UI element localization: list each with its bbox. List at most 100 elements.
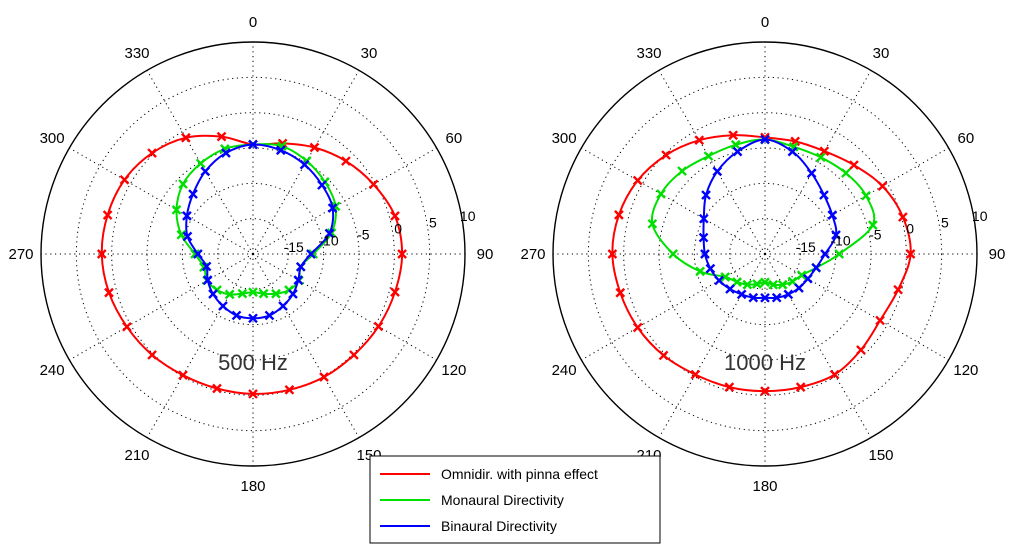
subplot-title: 500 Hz	[218, 350, 288, 375]
data-point-marker	[248, 389, 258, 399]
data-point-marker	[299, 159, 310, 170]
data-point-marker	[632, 322, 643, 333]
radial-tick-label: 10	[972, 208, 988, 224]
data-point-marker	[182, 231, 193, 242]
data-point-marker	[308, 249, 318, 259]
data-point-marker	[216, 131, 227, 142]
polar-grid	[552, 41, 978, 467]
data-point-marker	[201, 261, 212, 272]
radial-gridline	[587, 76, 943, 432]
angle-gridline	[69, 253, 254, 361]
data-point-marker	[237, 288, 248, 299]
legend-label: Monaural Directivity	[441, 492, 564, 508]
data-point-marker	[868, 220, 878, 230]
data-point-marker	[373, 321, 384, 332]
data-point-marker	[390, 211, 400, 221]
angle-gridline	[581, 253, 766, 361]
angle-tick-label: 240	[40, 362, 65, 379]
data-point-marker	[712, 166, 723, 177]
series-binaural-directivity	[182, 139, 338, 324]
data-point-marker	[875, 315, 885, 326]
angle-tick-label: 120	[953, 362, 978, 379]
angle-tick-label: 120	[441, 362, 466, 379]
angle-gridline	[764, 147, 949, 255]
angle-tick-label: 240	[552, 362, 577, 379]
data-point-marker	[224, 289, 235, 300]
data-point-marker	[760, 277, 770, 288]
angle-gridline	[764, 253, 872, 438]
angle-tick-label: 90	[477, 246, 494, 263]
data-point-marker	[327, 203, 338, 213]
data-point-marker	[732, 146, 743, 157]
radial-tick-label: 10	[460, 208, 476, 224]
data-point-marker	[703, 151, 714, 161]
data-point-marker	[390, 287, 400, 297]
data-point-marker	[760, 134, 770, 145]
data-point-marker	[748, 292, 759, 303]
angle-tick-label: 300	[40, 130, 65, 147]
data-point-marker	[218, 301, 228, 311]
subplot-title: 1000 Hz	[724, 350, 806, 375]
data-point-marker	[284, 384, 295, 395]
data-point-marker	[811, 262, 822, 273]
data-point-marker	[732, 277, 742, 287]
data-point-marker	[730, 139, 741, 150]
angle-tick-label: 150	[868, 447, 893, 464]
data-point-marker	[827, 210, 838, 220]
data-point-marker	[795, 382, 806, 392]
data-point-marker	[188, 189, 198, 199]
data-point-marker	[905, 249, 916, 259]
data-point-marker	[258, 288, 269, 299]
data-point-marker	[668, 249, 678, 259]
data-point-marker	[607, 249, 618, 259]
data-point-marker	[819, 146, 830, 157]
data-point-marker	[181, 132, 191, 143]
radial-tick-label: 0	[906, 220, 914, 236]
legend-item-binaural: Binaural Directivity	[380, 518, 557, 534]
angle-gridline	[581, 147, 766, 255]
radial-gridline	[75, 76, 431, 432]
angle-tick-label: 210	[124, 447, 149, 464]
data-point-marker	[248, 287, 258, 298]
angle-tick-label: 270	[8, 246, 33, 263]
data-point-marker	[200, 166, 211, 177]
legend-item-monaural: Monaural Directivity	[380, 492, 564, 508]
legend-item-omni: Omnidir. with pinna effect	[380, 466, 598, 482]
data-point-marker	[768, 279, 779, 290]
data-point-marker	[724, 382, 735, 392]
data-point-marker	[677, 166, 687, 176]
data-point-marker	[147, 350, 157, 360]
data-point-marker	[771, 292, 782, 303]
data-point-marker	[178, 370, 188, 381]
data-point-marker	[317, 180, 327, 190]
data-point-marker	[831, 230, 841, 240]
angle-tick-label: 180	[240, 478, 265, 495]
radial-tick-label: 0	[394, 220, 402, 236]
radial-gridline	[217, 218, 289, 290]
polar-series	[607, 130, 916, 396]
data-point-marker	[720, 272, 731, 282]
angle-tick-label: 0	[249, 14, 257, 31]
angle-gridline	[764, 70, 872, 255]
data-point-marker	[341, 156, 351, 166]
radial-tick-label: 5	[429, 214, 437, 230]
data-point-marker	[861, 190, 871, 201]
data-point-marker	[293, 275, 304, 285]
data-point-marker	[248, 313, 258, 324]
radial-tick-label: -10	[318, 233, 338, 249]
data-point-marker	[275, 145, 286, 156]
data-point-marker	[182, 210, 192, 221]
data-point-marker	[794, 283, 804, 293]
angle-gridline	[252, 253, 437, 361]
data-point-marker	[796, 270, 807, 281]
radial-gridline	[181, 182, 325, 326]
data-point-marker	[694, 135, 705, 146]
data-point-marker	[714, 275, 724, 286]
data-point-marker	[614, 210, 624, 220]
data-point-marker	[849, 160, 859, 170]
